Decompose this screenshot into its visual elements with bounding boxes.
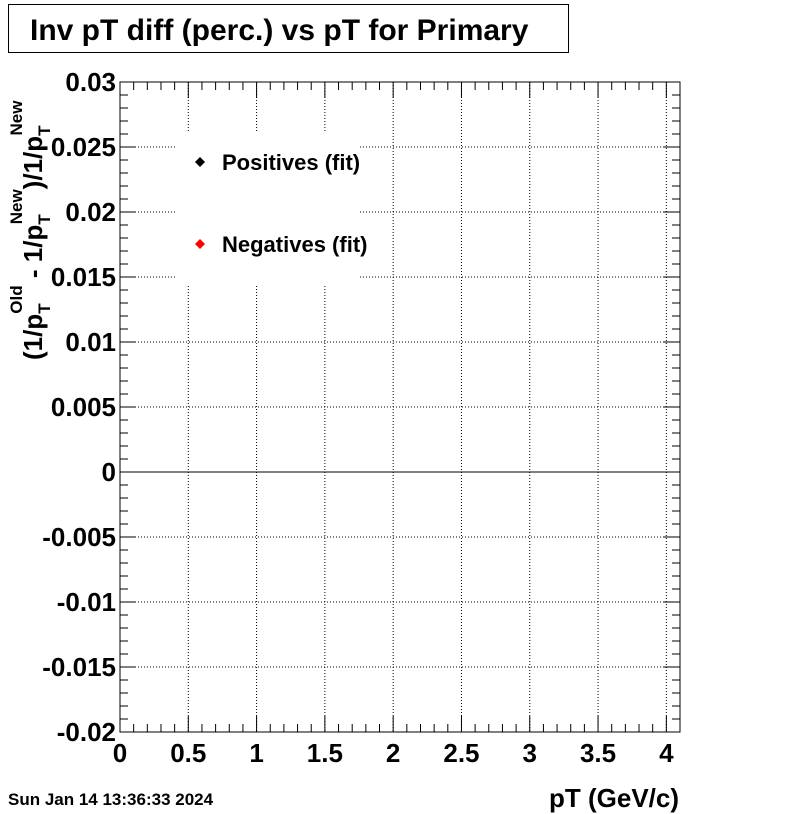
y-tick-label: 0.005 (51, 392, 116, 422)
x-tick-label: 3.5 (580, 738, 616, 768)
y-label-part: )/1/p (18, 136, 48, 189)
x-tick-label: 1.5 (307, 738, 343, 768)
legend-label: Negatives (fit) (222, 232, 367, 257)
x-tick-label: 1 (249, 738, 263, 768)
x-tick-label: 3 (523, 738, 537, 768)
y-label-sub: T (35, 303, 54, 314)
y-tick-label: 0.01 (65, 327, 116, 357)
chart-title: Inv pT diff (perc.) vs pT for Primary (30, 14, 529, 47)
y-tick-label: 0.02 (65, 197, 116, 227)
y-axis-label: (1/pTOld - 1/pTNew)/1/pTNew (7, 100, 54, 360)
frame (119, 81, 681, 733)
title-box (8, 4, 569, 53)
y-label-sup: New (7, 189, 26, 225)
y-label-sup: Old (7, 285, 26, 313)
y-tick-label: 0.03 (65, 67, 116, 97)
x-tick-label: 2 (386, 738, 400, 768)
y-label-part: - 1/p (18, 225, 48, 286)
x-tick-label: 0.5 (170, 738, 206, 768)
x-tick-label: 0 (113, 738, 127, 768)
y-label-sub: T (35, 214, 54, 225)
legend (175, 131, 360, 285)
y-tick-label: 0.025 (51, 132, 116, 162)
y-tick-label: -0.01 (57, 587, 116, 617)
y-tick-label: -0.005 (42, 522, 116, 552)
legend-label: Positives (fit) (222, 150, 360, 175)
x-tick-label: 4 (659, 738, 674, 768)
y-label-sub: T (35, 125, 54, 136)
y-label-sup: New (7, 100, 26, 136)
y-tick-label: -0.02 (57, 717, 116, 747)
timestamp: Sun Jan 14 13:36:33 2024 (8, 790, 214, 809)
y-label-part: (1/p (18, 314, 48, 360)
y-tick-label: 0 (102, 457, 116, 487)
y-tick-label: -0.015 (42, 652, 116, 682)
x-axis-label: pT (GeV/c) (549, 783, 679, 813)
x-tick-label: 2.5 (443, 738, 479, 768)
y-tick-label: 0.015 (51, 262, 116, 292)
legend-marker (195, 157, 205, 167)
legend-marker (195, 239, 205, 249)
